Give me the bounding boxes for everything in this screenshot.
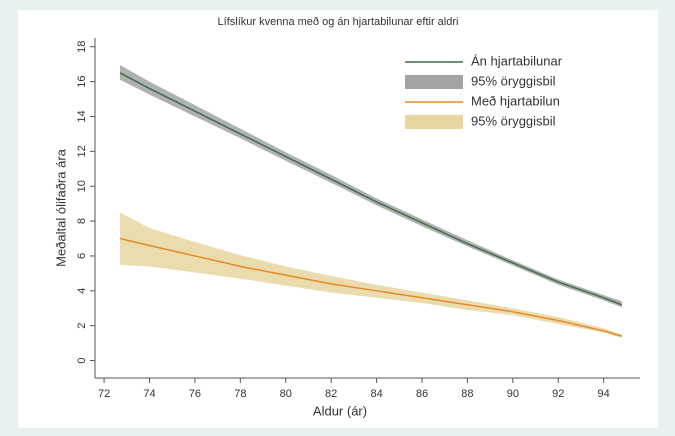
x-tick-label: 74: [143, 388, 155, 400]
confidence-band: [119, 212, 622, 338]
legend-label: Án hjartabilunar: [471, 53, 563, 68]
x-axis-label: Aldur (ár): [313, 403, 367, 418]
y-tick-label: 8: [76, 218, 88, 224]
y-tick-label: 6: [76, 253, 88, 259]
y-tick-label: 18: [76, 41, 88, 53]
y-tick-label: 2: [76, 323, 88, 329]
x-tick-label: 90: [507, 388, 519, 400]
y-axis-label: Meðaltal ólifaðra ára: [53, 148, 68, 267]
x-tick-label: 94: [598, 388, 610, 400]
legend-label: Með hjartabilun: [471, 93, 560, 108]
y-tick-label: 0: [76, 358, 88, 364]
y-tick-label: 10: [76, 180, 88, 192]
panel: [18, 10, 658, 428]
y-tick-label: 14: [76, 110, 88, 122]
legend-band: [405, 75, 463, 89]
x-tick-label: 82: [325, 388, 337, 400]
x-tick-label: 72: [98, 388, 110, 400]
x-tick-label: 78: [234, 388, 246, 400]
x-tick-label: 76: [189, 388, 201, 400]
line: [119, 72, 623, 306]
y-tick-label: 12: [76, 145, 88, 157]
y-tick-label: 4: [76, 288, 88, 294]
legend-label: 95% öryggisbil: [471, 73, 556, 88]
legend-label: 95% öryggisbil: [471, 113, 556, 128]
legend-band: [405, 115, 463, 129]
x-tick-label: 86: [416, 388, 428, 400]
x-tick-label: 84: [370, 388, 382, 400]
x-tick-label: 92: [552, 388, 564, 400]
y-tick-label: 16: [76, 75, 88, 87]
x-tick-label: 88: [461, 388, 473, 400]
x-tick-label: 80: [280, 388, 292, 400]
line: [119, 237, 623, 337]
chart-title: Lífslíkur kvenna með og án hjartabilunar…: [218, 16, 459, 28]
